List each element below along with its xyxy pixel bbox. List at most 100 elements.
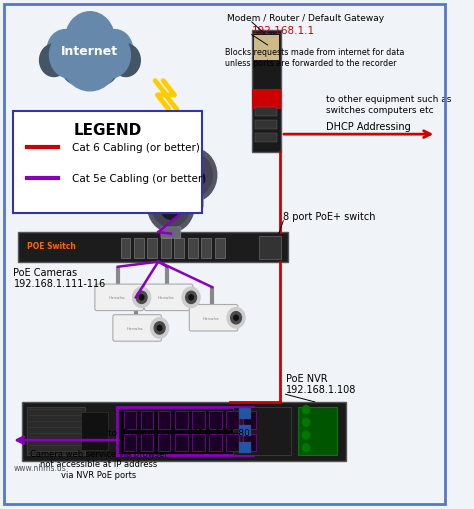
FancyBboxPatch shape — [215, 239, 225, 258]
FancyBboxPatch shape — [243, 411, 256, 429]
Circle shape — [231, 312, 241, 324]
Text: 192.168.1.1: 192.168.1.1 — [252, 25, 315, 36]
Circle shape — [174, 154, 212, 197]
FancyBboxPatch shape — [124, 434, 136, 451]
FancyBboxPatch shape — [209, 434, 222, 451]
Circle shape — [170, 149, 217, 202]
FancyBboxPatch shape — [192, 411, 205, 429]
FancyBboxPatch shape — [201, 239, 211, 258]
Circle shape — [62, 52, 91, 85]
FancyBboxPatch shape — [18, 233, 288, 262]
Circle shape — [151, 318, 169, 338]
Circle shape — [139, 295, 144, 300]
Circle shape — [90, 33, 130, 79]
FancyBboxPatch shape — [183, 197, 203, 208]
Text: www.nhms.us: www.nhms.us — [13, 463, 66, 472]
FancyBboxPatch shape — [141, 434, 153, 451]
Circle shape — [152, 185, 190, 228]
FancyBboxPatch shape — [113, 315, 162, 342]
Text: POE Switch: POE Switch — [27, 241, 76, 250]
FancyBboxPatch shape — [22, 402, 346, 461]
FancyBboxPatch shape — [239, 442, 251, 453]
FancyBboxPatch shape — [81, 412, 108, 450]
FancyBboxPatch shape — [13, 112, 202, 214]
Circle shape — [302, 431, 310, 439]
Text: Camera web service via browser
not accessible at IP address
via NVR PoE ports: Camera web service via browser not acces… — [30, 449, 168, 478]
Circle shape — [302, 418, 310, 427]
FancyBboxPatch shape — [239, 408, 251, 419]
FancyBboxPatch shape — [188, 239, 198, 258]
FancyBboxPatch shape — [147, 239, 157, 258]
FancyBboxPatch shape — [124, 411, 136, 429]
Circle shape — [234, 316, 238, 321]
Text: Hanwha: Hanwha — [203, 316, 219, 320]
Text: Modem / Router / Default Gateway: Modem / Router / Default Gateway — [227, 14, 384, 23]
Circle shape — [47, 31, 83, 71]
FancyBboxPatch shape — [158, 434, 171, 451]
FancyBboxPatch shape — [145, 285, 193, 311]
Circle shape — [161, 197, 181, 220]
Circle shape — [227, 308, 245, 328]
Circle shape — [65, 13, 115, 69]
Circle shape — [133, 288, 151, 308]
Text: LEGEND: LEGEND — [74, 123, 142, 138]
Text: Hanwha: Hanwha — [127, 326, 143, 330]
Circle shape — [61, 25, 119, 92]
FancyBboxPatch shape — [258, 237, 281, 260]
FancyBboxPatch shape — [189, 305, 238, 331]
FancyBboxPatch shape — [298, 407, 337, 456]
Text: DHCP Addressing: DHCP Addressing — [326, 121, 411, 131]
Text: 10.1.1.65-80: 10.1.1.65-80 — [193, 428, 251, 437]
FancyBboxPatch shape — [27, 407, 85, 456]
Circle shape — [166, 204, 175, 214]
Text: PoE NVR
192.168.1.108: PoE NVR 192.168.1.108 — [285, 373, 356, 394]
FancyBboxPatch shape — [226, 434, 239, 451]
Circle shape — [157, 326, 162, 331]
Circle shape — [302, 406, 310, 414]
Circle shape — [49, 33, 90, 79]
FancyBboxPatch shape — [233, 407, 291, 456]
Text: Hanwha: Hanwha — [109, 296, 125, 300]
FancyBboxPatch shape — [134, 239, 144, 258]
FancyBboxPatch shape — [254, 36, 279, 61]
Circle shape — [136, 292, 147, 304]
FancyBboxPatch shape — [95, 285, 144, 311]
FancyBboxPatch shape — [175, 434, 188, 451]
Circle shape — [89, 52, 118, 85]
Text: to IP cameras: to IP cameras — [108, 428, 170, 437]
Text: Cat 5e Cabling (or better): Cat 5e Cabling (or better) — [72, 173, 206, 183]
FancyBboxPatch shape — [192, 434, 205, 451]
FancyBboxPatch shape — [161, 239, 171, 258]
Circle shape — [302, 444, 310, 452]
FancyBboxPatch shape — [161, 228, 181, 239]
Circle shape — [189, 295, 193, 300]
FancyBboxPatch shape — [158, 411, 171, 429]
Circle shape — [182, 288, 200, 308]
Text: PoE Cameras
192.168.1.111-116: PoE Cameras 192.168.1.111-116 — [13, 267, 106, 289]
Text: Hanwha: Hanwha — [158, 296, 175, 300]
FancyBboxPatch shape — [252, 90, 281, 110]
FancyBboxPatch shape — [255, 133, 277, 143]
Circle shape — [111, 45, 140, 77]
FancyBboxPatch shape — [255, 121, 277, 130]
Text: to other equipment such as
switches computers etc: to other equipment such as switches comp… — [326, 95, 451, 115]
FancyBboxPatch shape — [174, 239, 184, 258]
Text: Cat 6 Cabling (or better): Cat 6 Cabling (or better) — [72, 143, 200, 153]
Circle shape — [183, 167, 203, 189]
FancyBboxPatch shape — [117, 407, 253, 456]
Circle shape — [186, 292, 197, 304]
Text: Blocks requests made from internet for data
unless ports are forwarded to the re: Blocks requests made from internet for d… — [225, 48, 404, 68]
Text: Internet: Internet — [61, 44, 118, 58]
FancyBboxPatch shape — [239, 425, 251, 436]
FancyBboxPatch shape — [120, 239, 130, 258]
FancyBboxPatch shape — [226, 411, 239, 429]
FancyBboxPatch shape — [141, 411, 153, 429]
Text: 8 port PoE+ switch: 8 port PoE+ switch — [283, 211, 376, 221]
Circle shape — [154, 322, 165, 334]
Circle shape — [147, 180, 194, 233]
Circle shape — [189, 173, 198, 183]
Circle shape — [97, 31, 133, 71]
Circle shape — [39, 45, 68, 77]
FancyBboxPatch shape — [209, 411, 222, 429]
FancyBboxPatch shape — [175, 411, 188, 429]
